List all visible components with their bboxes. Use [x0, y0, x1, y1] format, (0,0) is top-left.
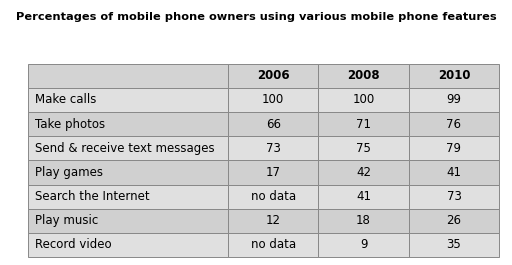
Text: Play games: Play games	[35, 166, 103, 179]
Text: no data: no data	[251, 190, 296, 203]
Text: 41: 41	[446, 166, 461, 179]
Text: 9: 9	[360, 238, 367, 251]
Text: 41: 41	[356, 190, 371, 203]
Text: 99: 99	[446, 93, 461, 106]
Text: Make calls: Make calls	[35, 93, 96, 106]
Text: no data: no data	[251, 238, 296, 251]
Text: 2008: 2008	[347, 69, 380, 82]
Text: 12: 12	[266, 214, 281, 227]
Text: 76: 76	[446, 118, 461, 131]
Text: 26: 26	[446, 214, 461, 227]
Text: 2010: 2010	[438, 69, 470, 82]
Text: Percentages of mobile phone owners using various mobile phone features: Percentages of mobile phone owners using…	[16, 12, 496, 22]
Text: Send & receive text messages: Send & receive text messages	[35, 142, 215, 155]
Text: Search the Internet: Search the Internet	[35, 190, 150, 203]
Text: 79: 79	[446, 142, 461, 155]
Text: 66: 66	[266, 118, 281, 131]
Text: 73: 73	[446, 190, 461, 203]
Text: 35: 35	[446, 238, 461, 251]
Text: 73: 73	[266, 142, 281, 155]
Text: Record video: Record video	[35, 238, 112, 251]
Text: 17: 17	[266, 166, 281, 179]
Text: 100: 100	[352, 93, 375, 106]
Text: 18: 18	[356, 214, 371, 227]
Text: 100: 100	[262, 93, 284, 106]
Text: 75: 75	[356, 142, 371, 155]
Text: Take photos: Take photos	[35, 118, 105, 131]
Text: Play music: Play music	[35, 214, 98, 227]
Text: 71: 71	[356, 118, 371, 131]
Text: 2006: 2006	[257, 69, 289, 82]
Text: 42: 42	[356, 166, 371, 179]
